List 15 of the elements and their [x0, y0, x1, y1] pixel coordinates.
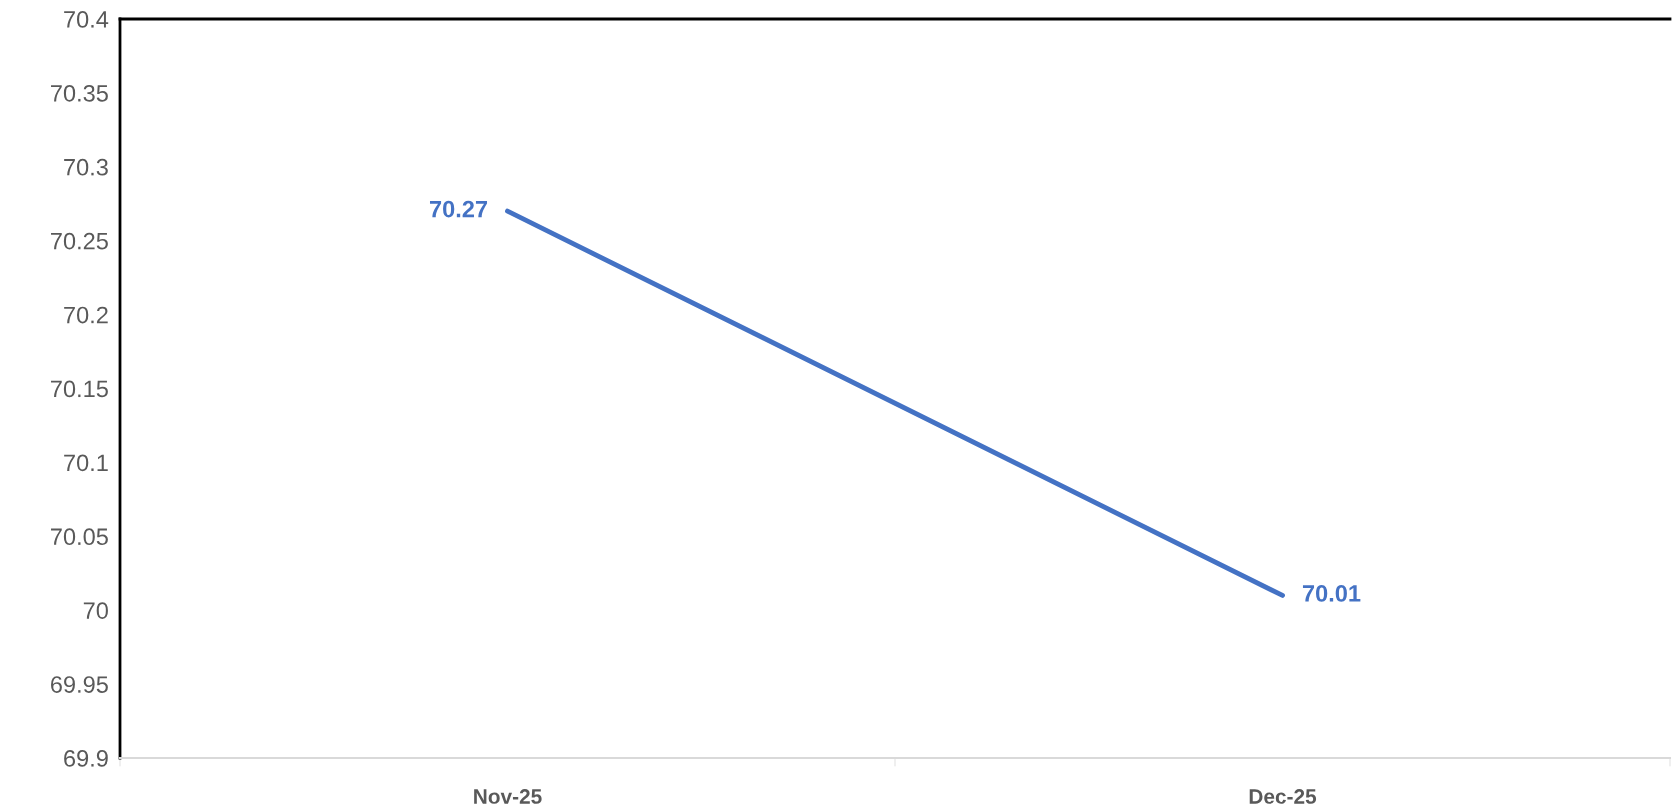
y-tick-label: 70.25	[51, 232, 108, 250]
y-tick-label: 70.3	[64, 158, 108, 176]
y-tick-label: 69.95	[51, 676, 108, 693]
y-tick-label: 70.35	[51, 84, 108, 102]
data-label: 70.01	[1302, 585, 1361, 602]
y-tick-label: 70.05	[51, 528, 108, 546]
y-tick-label: 70.4	[64, 11, 109, 28]
x-tick-label: Dec-25	[1249, 789, 1317, 804]
y-tick-label: 70	[83, 602, 108, 619]
y-tick-label: 70.1	[64, 454, 108, 472]
x-tick-label: Nov-25	[474, 789, 542, 804]
y-tick-label: 70.15	[51, 380, 108, 398]
data-label: 70.27	[429, 200, 488, 218]
y-tick-label: 70.2	[64, 306, 108, 324]
y-tick-label: 69.9	[64, 750, 108, 767]
